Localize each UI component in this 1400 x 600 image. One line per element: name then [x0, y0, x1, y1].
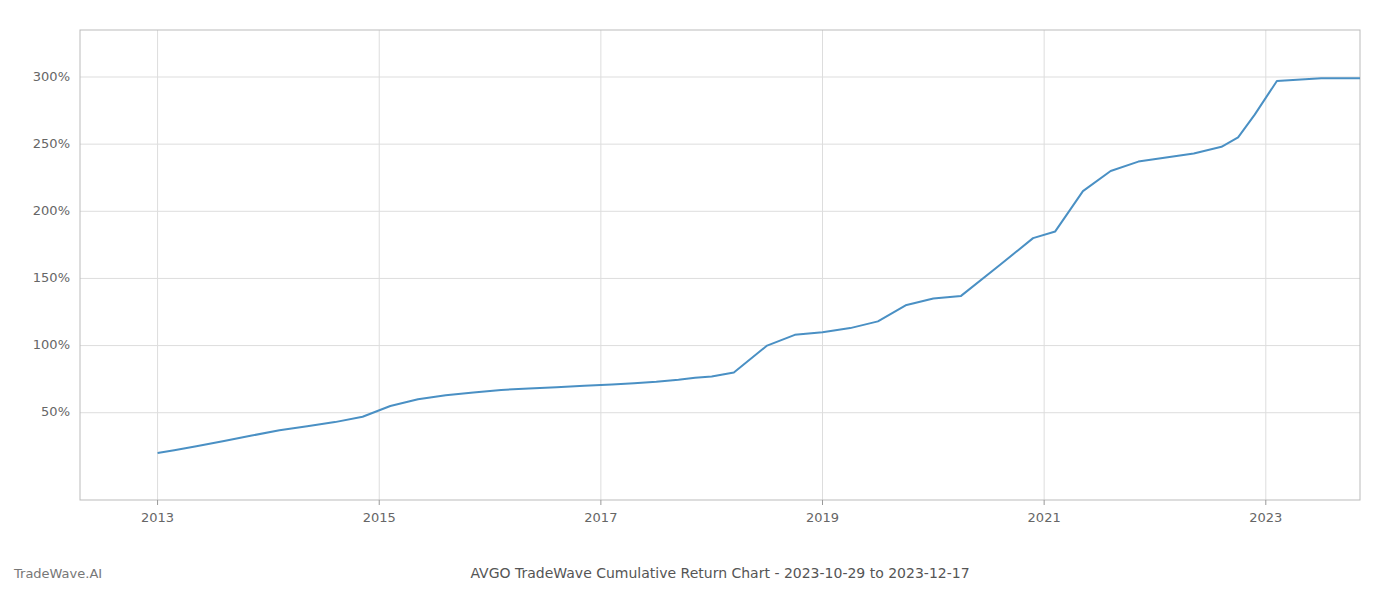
- line-series: [158, 78, 1360, 453]
- y-grid-line: [80, 144, 1360, 145]
- x-tick-label: 2013: [141, 510, 174, 525]
- x-tick-label: 2017: [584, 510, 617, 525]
- x-tick-label: 2023: [1249, 510, 1282, 525]
- x-tick: [157, 500, 158, 505]
- y-tick-label: 200%: [33, 203, 70, 218]
- y-grid-line: [80, 77, 1360, 78]
- x-grid-line: [157, 30, 158, 500]
- y-tick-label: 150%: [33, 270, 70, 285]
- plot-area: [158, 78, 1360, 453]
- x-tick-label: 2021: [1028, 510, 1061, 525]
- x-grid-line: [822, 30, 823, 500]
- chart-container: 50% 100% 150% 200% 250% 300% 2013 2015 2017 2019 2…: [0, 0, 1400, 600]
- x-tick-label: 2015: [363, 510, 396, 525]
- x-grid-line: [379, 30, 380, 500]
- watermark: TradeWave.AI: [13, 566, 102, 581]
- x-grid-line: [1265, 30, 1266, 500]
- y-tick-label: 300%: [33, 69, 70, 84]
- background: [0, 0, 1400, 600]
- x-tick: [379, 500, 380, 505]
- y-tick-label: 250%: [33, 136, 70, 151]
- x-grid-line: [600, 30, 601, 500]
- chart-svg: 50% 100% 150% 200% 250% 300% 2013 2015 2017 2019 2…: [0, 0, 1400, 600]
- y-tick-label: 50%: [41, 404, 70, 419]
- chart-title: AVGO TradeWave Cumulative Return Chart -…: [470, 565, 969, 581]
- x-tick: [600, 500, 601, 505]
- plot-frame: [80, 30, 1360, 500]
- grid: [80, 30, 1360, 500]
- y-tick-label: 100%: [33, 337, 70, 352]
- y-grid-line: [80, 412, 1360, 413]
- y-grid-line: [80, 278, 1360, 279]
- y-grid-line: [80, 211, 1360, 212]
- x-tick: [822, 500, 823, 505]
- axes: 50% 100% 150% 200% 250% 300% 2013 2015 2017 2019 2…: [33, 69, 1283, 526]
- x-tick: [1265, 500, 1266, 505]
- x-tick: [1044, 500, 1045, 505]
- y-grid-line: [80, 345, 1360, 346]
- x-grid-line: [1044, 30, 1045, 500]
- x-tick-label: 2019: [806, 510, 839, 525]
